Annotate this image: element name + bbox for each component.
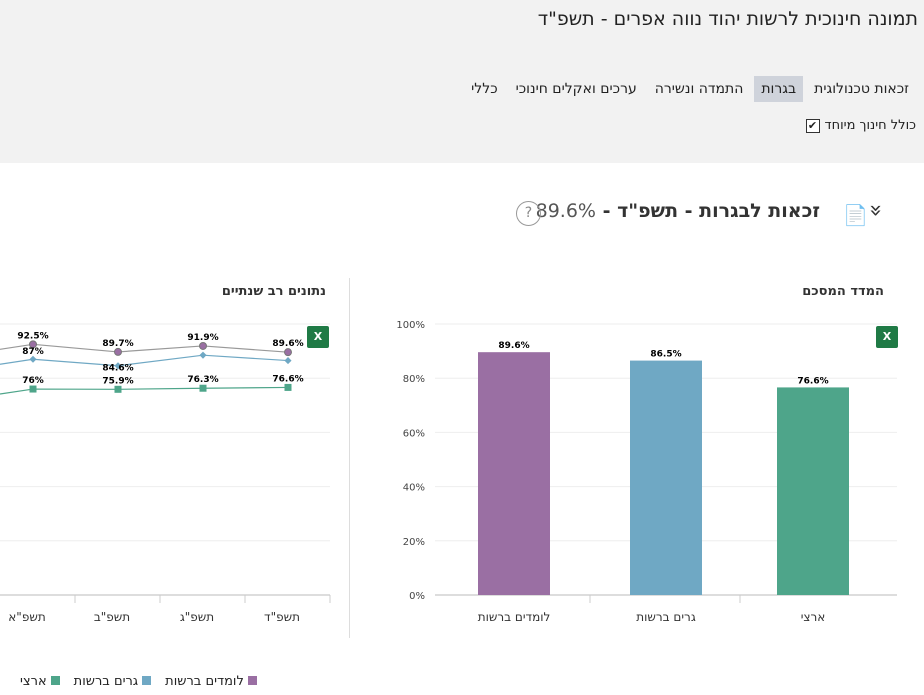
tab-bagrut[interactable]: בגרות	[754, 76, 804, 102]
legend-item[interactable]: גרים ברשות	[74, 674, 152, 689]
data-point	[284, 348, 292, 357]
bar	[478, 352, 550, 595]
data-label: 84.6%	[102, 364, 133, 374]
data-label: 87%	[22, 347, 44, 357]
excel-export-icon[interactable]: X	[307, 326, 329, 348]
data-label: 76.3%	[187, 375, 218, 385]
data-point	[29, 385, 37, 393]
section-value: 89.6%	[535, 200, 596, 222]
bar-data-label: 76.6%	[797, 376, 828, 386]
x-tick-label: תשפ"ד	[264, 610, 300, 624]
line-chart-title: נתונים רב שנתיים	[221, 284, 326, 299]
x-tick-label: תשפ"ב	[94, 610, 130, 624]
special-ed-checkbox[interactable]: ✔ כולל חינוך מיוחד	[805, 118, 916, 133]
bar	[777, 387, 849, 595]
data-point	[199, 341, 207, 350]
data-label: 92.5%	[17, 331, 48, 341]
divider	[349, 278, 350, 638]
x-tick-label: תשפ"ג	[180, 610, 214, 624]
data-label: 91.9%	[187, 333, 218, 343]
x-tick-label: תשפ"א	[8, 610, 45, 624]
data-point	[199, 351, 207, 359]
x-tick-label: לומדים ברשות	[478, 610, 551, 624]
y-tick-label: 40%	[403, 483, 425, 494]
bar	[630, 360, 702, 595]
checkbox-checked-icon[interactable]: ✔	[805, 118, 820, 133]
bar-data-label: 89.6%	[498, 341, 529, 351]
tab-technological[interactable]: זכאות טכנולוגית	[814, 81, 909, 97]
y-tick-label: 80%	[403, 374, 425, 385]
legend-label: ארצי	[20, 674, 47, 689]
tab-bar: כללי ערכים ואקלים חינוכי התמדה ונשירה בג…	[464, 76, 916, 102]
series-line	[0, 386, 289, 395]
header: תמונה חינוכית לרשות יהוד נווה אפרים - תש…	[0, 0, 924, 163]
legend-item[interactable]: לומדים ברשות	[165, 674, 257, 689]
data-label: 76%	[22, 376, 44, 386]
tab-climate[interactable]: ערכים ואקלים חינוכי	[515, 81, 637, 97]
y-tick-label: 0%	[409, 591, 425, 602]
data-point	[114, 362, 122, 370]
x-tick-label: ארצי	[801, 610, 826, 624]
data-label: 76.6%	[272, 374, 303, 384]
data-point	[114, 385, 122, 393]
data-label: 89.6%	[272, 339, 303, 349]
data-label: 89.7%	[102, 339, 133, 349]
legend-label: לומדים ברשות	[165, 674, 244, 689]
legend-label: גרים ברשות	[73, 674, 139, 689]
x-tick-label: גרים ברשות	[636, 610, 696, 624]
y-tick-label: 60%	[403, 428, 425, 439]
excel-export-icon[interactable]: X	[876, 326, 898, 348]
data-label: 75.9%	[102, 376, 133, 386]
section-title-text: זכאות לבגרות - תשפ"ד -	[595, 200, 820, 222]
help-icon[interactable]: ?	[516, 201, 541, 226]
data-point	[284, 357, 292, 365]
document-icon[interactable]: 📄	[843, 203, 868, 227]
y-tick-label: 100%	[396, 320, 425, 331]
data-point	[29, 340, 37, 349]
section-title: זכאות לבגרות - תשפ"ד - 89.6%	[536, 200, 820, 222]
data-point	[284, 383, 292, 391]
data-point	[114, 347, 122, 356]
legend-item[interactable]: ארצי	[20, 674, 60, 689]
data-point	[199, 384, 207, 392]
bar-data-label: 86.5%	[650, 350, 681, 360]
page-title: תמונה חינוכית לרשות יהוד נווה אפרים - תש…	[537, 8, 918, 30]
legend: ארצי גרים ברשות לומדים ברשות	[20, 674, 257, 689]
data-point	[29, 355, 37, 363]
tab-general[interactable]: כללי	[471, 81, 498, 97]
tab-dropout[interactable]: התמדה ונשירה	[654, 81, 744, 97]
y-tick-label: 20%	[403, 537, 425, 548]
bar-chart-title: המדד המסכם	[802, 284, 884, 299]
checkbox-label: כולל חינוך מיוחד	[824, 118, 916, 133]
